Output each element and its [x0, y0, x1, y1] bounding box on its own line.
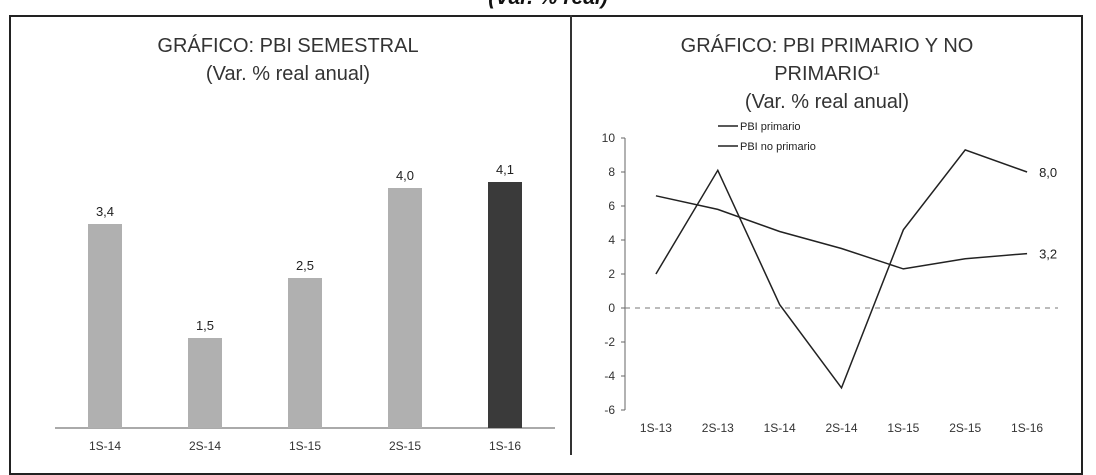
- y-tick-label: 8: [608, 165, 615, 179]
- line-chart-pbi-primario: GRÁFICO: PBI PRIMARIO Y NO PRIMARIO¹ (Var.…: [602, 34, 1058, 435]
- x-tick-label: 1S-15: [887, 421, 919, 435]
- y-tick-label: 0: [608, 301, 615, 315]
- data-label: 4,0: [396, 168, 414, 183]
- chart-title-line: (Var. % real anual): [745, 91, 909, 113]
- x-tick-label: 1S-14: [764, 421, 796, 435]
- bar: [388, 188, 422, 428]
- y-tick-label: -4: [604, 369, 615, 383]
- panel-divider: [570, 15, 572, 455]
- chart-title-line: GRÁFICO: PBI SEMESTRAL: [157, 34, 418, 57]
- y-tick-label: -6: [604, 403, 615, 417]
- series-end-label: 8,0: [1039, 165, 1057, 180]
- chart-title-line: (Var. % real anual): [206, 63, 370, 85]
- x-tick-label: 2S-13: [702, 421, 734, 435]
- bar: [288, 278, 322, 428]
- x-tick-label: 2S-15: [389, 439, 421, 453]
- x-tick-label: 1S-14: [89, 439, 121, 453]
- series-line: [655, 195, 1028, 270]
- data-label: 1,5: [196, 318, 214, 333]
- series-end-label: 3,2: [1039, 247, 1057, 262]
- legend-label: PBI primario: [740, 121, 801, 133]
- data-label: 3,4: [96, 204, 114, 219]
- x-tick-label: 1S-15: [289, 439, 321, 453]
- x-tick-label: 1S-16: [489, 439, 521, 453]
- y-tick-label: 10: [602, 131, 616, 145]
- y-tick-label: 2: [608, 267, 615, 281]
- bar: [188, 338, 222, 428]
- y-tick-label: -2: [604, 335, 615, 349]
- series-line: [655, 149, 1028, 390]
- x-tick-label: 1S-16: [1011, 421, 1043, 435]
- y-tick-label: 6: [608, 199, 615, 213]
- x-tick-label: 2S-15: [949, 421, 981, 435]
- data-label: 2,5: [296, 258, 314, 273]
- x-tick-label: 2S-14: [825, 421, 857, 435]
- bar-chart-pbi-semestral: GRÁFICO: PBI SEMESTRAL (Var. % real anual…: [55, 34, 555, 453]
- chart-title-line: GRÁFICO: PBI PRIMARIO Y NO: [681, 34, 974, 57]
- legend-label: PBI no primario: [740, 141, 816, 153]
- x-tick-label: 2S-14: [189, 439, 221, 453]
- chart-title-line: PRIMARIO¹: [774, 63, 880, 85]
- bar: [488, 182, 522, 428]
- data-label: 4,1: [496, 162, 514, 177]
- y-tick-label: 4: [608, 233, 615, 247]
- x-tick-label: 1S-13: [640, 421, 672, 435]
- page-title: (Var. % real): [0, 0, 1096, 10]
- bar: [88, 224, 122, 428]
